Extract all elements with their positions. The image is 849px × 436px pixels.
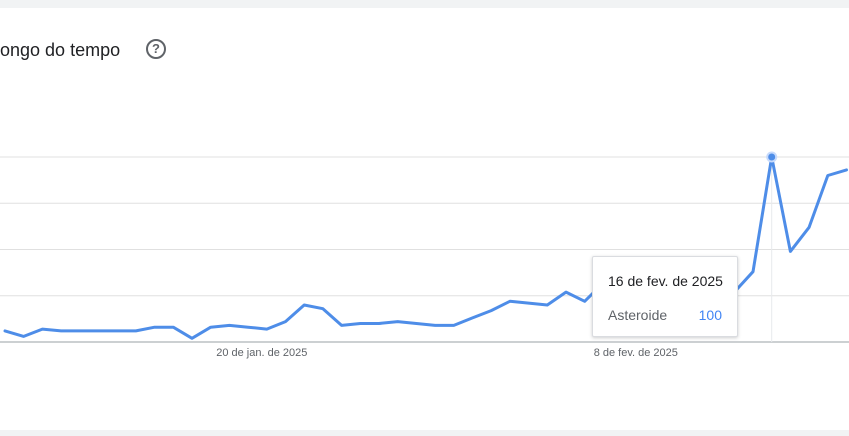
data-point	[190, 336, 194, 340]
data-point	[78, 329, 82, 333]
data-point	[134, 329, 138, 333]
tooltip-value: 100	[698, 307, 722, 323]
chart-card	[0, 8, 849, 430]
data-point	[508, 299, 512, 303]
data-point	[377, 322, 381, 326]
x-tick-label: 20 de jan. de 2025	[216, 347, 307, 359]
data-point	[845, 168, 849, 172]
data-point	[807, 225, 811, 229]
data-point	[22, 334, 26, 338]
data-point	[489, 309, 493, 313]
data-point	[414, 322, 418, 326]
data-point	[171, 325, 175, 329]
data-point	[246, 325, 250, 329]
data-point	[115, 329, 119, 333]
data-point	[471, 316, 475, 320]
data-point	[153, 325, 157, 329]
data-point	[358, 322, 362, 326]
data-point	[564, 290, 568, 294]
data-point	[284, 320, 288, 324]
chart-title: ongo do tempo	[0, 40, 121, 60]
tooltip-term: Asteroide	[608, 307, 668, 323]
data-point	[751, 270, 755, 274]
data-point	[396, 320, 400, 324]
data-point	[3, 329, 7, 333]
data-point	[302, 303, 306, 307]
data-point	[40, 327, 44, 331]
help-icon[interactable]: ?	[146, 39, 166, 59]
data-point	[59, 329, 63, 333]
data-point	[545, 303, 549, 307]
data-point	[97, 329, 101, 333]
highlighted-data-point	[766, 151, 778, 163]
x-tick-label: 8 de fev. de 2025	[594, 347, 678, 359]
tooltip-date: 16 de fev. de 2025	[608, 273, 723, 289]
data-point	[583, 299, 587, 303]
data-point	[433, 323, 437, 327]
data-point	[265, 327, 269, 331]
data-point	[452, 323, 456, 327]
data-point	[209, 325, 213, 329]
data-point	[340, 323, 344, 327]
data-point	[227, 323, 231, 327]
data-point	[527, 301, 531, 305]
data-point	[321, 307, 325, 311]
chart-tooltip: 16 de fev. de 2025 Asteroide 100	[592, 256, 738, 337]
data-point	[788, 249, 792, 253]
data-point	[826, 174, 830, 178]
